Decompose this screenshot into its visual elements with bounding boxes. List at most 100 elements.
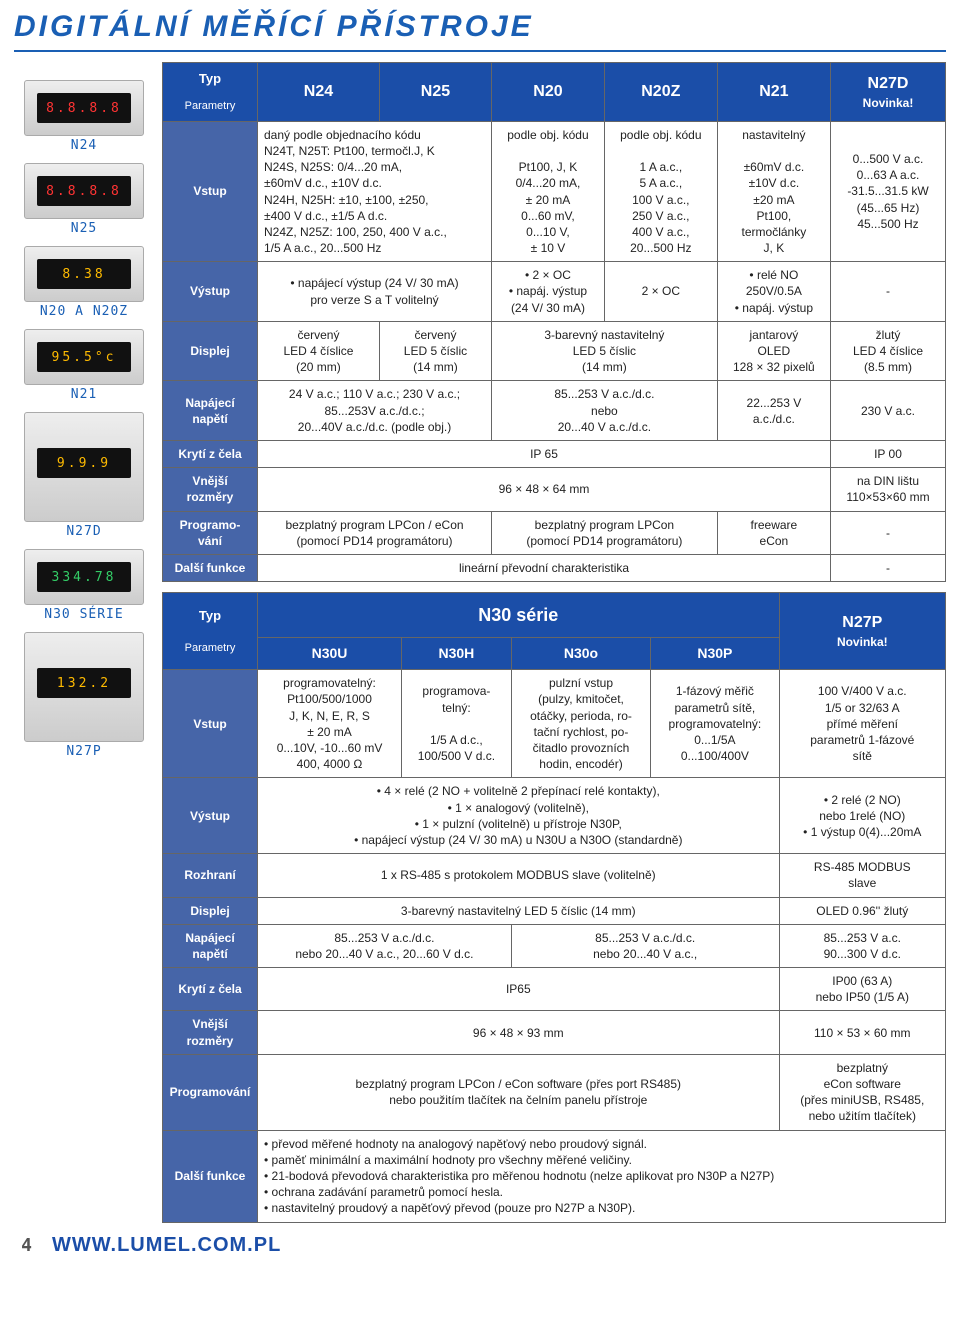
cell: programovatelný:Pt100/500/1000J, K, N, E… bbox=[258, 670, 402, 778]
device-label: N24 bbox=[71, 138, 97, 153]
cell: jantarovýOLED128 × 32 pixelů bbox=[717, 321, 830, 381]
cell: 110 × 53 × 60 mm bbox=[779, 1011, 945, 1054]
cell: 3-barevný nastavitelnýLED 5 číslic(14 mm… bbox=[492, 321, 718, 381]
device-thumb: 8.8.8.8 N24 bbox=[24, 80, 144, 153]
cell: 85...253 V a.c./d.c.nebo 20...40 V a.c.,… bbox=[258, 924, 512, 967]
row-label: Vstup bbox=[163, 121, 258, 262]
cell: nastavitelný±60mV d.c.±10V d.c.±20 mAPt1… bbox=[717, 121, 830, 262]
row-label: Napájecí napětí bbox=[163, 924, 258, 967]
cell: na DIN lištu110×53×60 mm bbox=[831, 468, 946, 511]
cell: bezplatný program LPCon / eCon software … bbox=[258, 1054, 780, 1130]
device-led: 334.78 bbox=[37, 562, 131, 592]
cell: lineární převodní charakteristika bbox=[258, 554, 831, 581]
device-led: 8.8.8.8 bbox=[37, 176, 131, 206]
cell: pulzní vstup(pulzy, kmitočet,otáčky, per… bbox=[511, 670, 650, 778]
col-head: N30o bbox=[511, 638, 650, 670]
cell: IP00 (63 A)nebo IP50 (1/5 A) bbox=[779, 968, 945, 1011]
page-number: 4 bbox=[14, 1233, 40, 1259]
col-head: N30H bbox=[402, 638, 512, 670]
cell: 3-barevný nastavitelný LED 5 číslic (14 … bbox=[258, 897, 780, 924]
cell: 85...253 V a.c.90...300 V d.c. bbox=[779, 924, 945, 967]
cell: bezplatnýeCon software(přes miniUSB, RS4… bbox=[779, 1054, 945, 1130]
page-title: DIGITÁLNÍ MĚŘÍCÍ PŘÍSTROJE bbox=[14, 10, 946, 52]
device-label: N27D bbox=[66, 524, 101, 539]
col-head: N25 bbox=[379, 63, 491, 122]
footer: 4 WWW.LUMEL.COM.PL bbox=[14, 1233, 946, 1259]
col-head: N30P bbox=[651, 638, 779, 670]
cell: IP65 bbox=[258, 968, 780, 1011]
cell: podle obj. kódu1 A a.c.,5 A a.c.,100 V a… bbox=[604, 121, 717, 262]
label-typ2: Typ bbox=[167, 607, 253, 625]
device-label: N20 A N20Z bbox=[40, 304, 128, 319]
cell: programova-telný:1/5 A d.c.,100/500 V d.… bbox=[402, 670, 512, 778]
cell: 1 x RS-485 s protokolem MODBUS slave (vo… bbox=[258, 854, 780, 897]
device-led: 95.5°c bbox=[37, 342, 131, 372]
cell: • 2 relé (2 NO)nebo 1relé (NO)• 1 výstup… bbox=[779, 778, 945, 854]
label-param2: Parametry bbox=[167, 641, 253, 656]
row-label: Krytí z čela bbox=[163, 440, 258, 467]
cell: OLED 0.96'' žlutý bbox=[779, 897, 945, 924]
device-led: 132.2 bbox=[37, 668, 131, 698]
row-label: Další funkce bbox=[163, 1130, 258, 1222]
col-head: N21 bbox=[717, 63, 830, 122]
device-thumb: 132.2 N27P bbox=[24, 632, 144, 759]
cell: červenýLED 5 číslic(14 mm) bbox=[379, 321, 491, 381]
cell: - bbox=[831, 262, 946, 322]
cell: 96 × 48 × 93 mm bbox=[258, 1011, 780, 1054]
cell: - bbox=[831, 511, 946, 554]
spec-table-1: Typ Parametry N24 N25 N20 N20Z N21 N27D … bbox=[162, 62, 946, 582]
col-head-line1: N27P bbox=[784, 612, 941, 634]
device-thumb: 334.78 N30 SÉRIE bbox=[24, 549, 144, 622]
device-led: 8.38 bbox=[37, 259, 131, 289]
device-thumb: 95.5°c N21 bbox=[24, 329, 144, 402]
col-head-line1: N27D bbox=[835, 73, 941, 95]
cell: 24 V a.c.; 110 V a.c.; 230 V a.c.;85...2… bbox=[258, 381, 492, 441]
label-typ: Typ bbox=[167, 70, 253, 88]
device-led: 8.8.8.8 bbox=[37, 93, 131, 123]
col-head-n27p: N27P Novinka! bbox=[779, 593, 945, 670]
cell: IP 65 bbox=[258, 440, 831, 467]
row-label: Programo-vání bbox=[163, 511, 258, 554]
col-head-line2: Novinka! bbox=[784, 634, 941, 650]
device-label: N21 bbox=[71, 387, 97, 402]
cell: • převod měřené hodnoty na analogový nap… bbox=[258, 1130, 946, 1222]
col-head-n27d: N27D Novinka! bbox=[831, 63, 946, 122]
cell: bezplatný program LPCon / eCon(pomocí PD… bbox=[258, 511, 492, 554]
spec-table-2: Typ Parametry N30 série N27P Novinka! N3… bbox=[162, 592, 946, 1222]
cell: 85...253 V a.c./d.c.nebo20...40 V a.c./d… bbox=[492, 381, 718, 441]
cell: 85...253 V a.c./d.c.nebo 20...40 V a.c., bbox=[511, 924, 779, 967]
row-label: Krytí z čela bbox=[163, 968, 258, 1011]
col-typ2: Typ Parametry bbox=[163, 593, 258, 670]
label-param: Parametry bbox=[167, 99, 253, 114]
device-label: N27P bbox=[66, 744, 101, 759]
device-label: N25 bbox=[71, 221, 97, 236]
cell: • napájecí výstup (24 V/ 30 mA)pro verze… bbox=[258, 262, 492, 322]
cell: červenýLED 4 číslice(20 mm) bbox=[258, 321, 380, 381]
row-label: Displej bbox=[163, 321, 258, 381]
col-typ: Typ Parametry bbox=[163, 63, 258, 122]
col-head: N20 bbox=[492, 63, 605, 122]
device-led: 9.9.9 bbox=[37, 448, 131, 478]
row-label: Výstup bbox=[163, 262, 258, 322]
sidebar: 8.8.8.8 N24 8.8.8.8 N25 8.38 N20 A N20Z … bbox=[14, 62, 154, 1223]
device-label: N30 SÉRIE bbox=[44, 607, 123, 622]
row-label: Další funkce bbox=[163, 554, 258, 581]
cell: RS-485 MODBUSslave bbox=[779, 854, 945, 897]
col-head-serie: N30 série bbox=[258, 593, 780, 638]
cell: podle obj. kóduPt100, J, K0/4...20 mA,± … bbox=[492, 121, 605, 262]
cell: IP 00 bbox=[831, 440, 946, 467]
cell: • relé NO250V/0.5A• napáj. výstup bbox=[717, 262, 830, 322]
footer-url: WWW.LUMEL.COM.PL bbox=[52, 1234, 281, 1257]
row-label: Napájecínapětí bbox=[163, 381, 258, 441]
cell: • 2 × OC• napáj. výstup(24 V/ 30 mA) bbox=[492, 262, 605, 322]
cell: 100 V/400 V a.c.1/5 or 32/63 Apřímé měře… bbox=[779, 670, 945, 778]
cell: žlutýLED 4 číslice(8.5 mm) bbox=[831, 321, 946, 381]
row-label: Vnější rozměry bbox=[163, 1011, 258, 1054]
main-content: Typ Parametry N24 N25 N20 N20Z N21 N27D … bbox=[162, 62, 946, 1223]
row-label: Programování bbox=[163, 1054, 258, 1130]
cell: 2 × OC bbox=[604, 262, 717, 322]
col-head: N24 bbox=[258, 63, 380, 122]
col-head-line2: Novinka! bbox=[835, 95, 941, 111]
cell: daný podle objednacího kóduN24T, N25T: P… bbox=[258, 121, 492, 262]
cell: bezplatný program LPCon(pomocí PD14 prog… bbox=[492, 511, 718, 554]
